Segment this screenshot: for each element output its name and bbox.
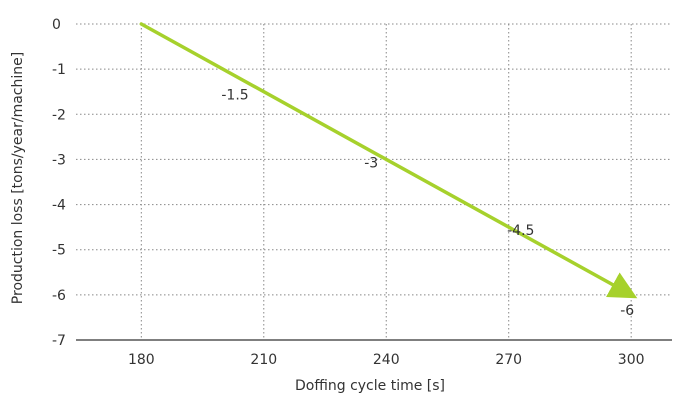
y-tick-label: -3 bbox=[52, 152, 66, 168]
series-group bbox=[139, 22, 638, 299]
x-axis-title: Doffing cycle time [s] bbox=[295, 378, 445, 394]
x-tick-label: 210 bbox=[250, 352, 277, 368]
tick-labels: 0 -1 -2 -3 -4 -5 -6 -7 180 210 240 270 300 bbox=[52, 17, 645, 368]
x-tick-label: 180 bbox=[128, 352, 155, 368]
data-label: -6 bbox=[620, 303, 634, 319]
x-tick-label: 300 bbox=[618, 352, 645, 368]
y-tick-label: 0 bbox=[52, 17, 61, 33]
y-tick-label: -6 bbox=[52, 288, 66, 304]
y-tick-label: -4 bbox=[52, 198, 66, 214]
data-labels: -1.5 -3 -4.5 -6 bbox=[221, 88, 634, 319]
data-label: -4.5 bbox=[507, 223, 534, 239]
grid bbox=[76, 23, 672, 340]
y-tick-label: -2 bbox=[52, 107, 66, 123]
y-tick-label: -7 bbox=[52, 333, 66, 349]
data-label: -3 bbox=[364, 155, 378, 171]
x-tick-label: 270 bbox=[495, 352, 522, 368]
data-label: -1.5 bbox=[221, 88, 248, 104]
x-tick-label: 240 bbox=[373, 352, 400, 368]
y-tick-label: -5 bbox=[52, 243, 66, 259]
y-axis-title: Production loss [tons/year/machine] bbox=[10, 52, 26, 304]
series-line bbox=[139, 22, 638, 299]
y-tick-label: -1 bbox=[52, 62, 66, 78]
